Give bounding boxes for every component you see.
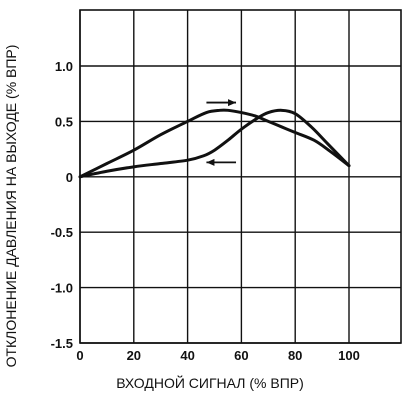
- grid: [79, 10, 401, 344]
- x-tick-label: 80: [288, 348, 302, 363]
- y-tick-label: -1.5: [51, 336, 73, 351]
- arrow-right-icon: [206, 99, 237, 107]
- y-tick-label: -1.0: [51, 281, 73, 296]
- y-tick-label: 0: [66, 170, 73, 185]
- tick-labels: 0 20 40 60 80 100 1.0 0.5 0 -0.5 -1.0 -1.5: [51, 59, 360, 363]
- y-tick-label: 1.0: [55, 59, 73, 74]
- y-tick-label: -0.5: [51, 225, 73, 240]
- series-line-increasing: [78, 108, 351, 179]
- annotations: [206, 99, 237, 166]
- arrow-left-icon: [206, 158, 237, 166]
- x-tick-label: 0: [76, 348, 83, 363]
- series-group: [78, 108, 351, 179]
- y-tick-label: 0.5: [55, 114, 73, 129]
- y-axis-label: ОТКЛОНЕНИЕ ДАВЛЕНИЯ НА ВЫХОДЕ (% ВПР): [3, 45, 19, 368]
- arrow-head: [228, 99, 237, 107]
- series-line-decreasing: [78, 108, 351, 179]
- arrow-head: [206, 158, 215, 166]
- x-tick-label: 60: [234, 348, 248, 363]
- x-axis-label: ВХОДНОЙ СИГНАЛ (% ВПР): [116, 374, 304, 391]
- x-tick-label: 100: [338, 348, 360, 363]
- x-tick-label: 20: [127, 348, 141, 363]
- x-tick-label: 40: [180, 348, 194, 363]
